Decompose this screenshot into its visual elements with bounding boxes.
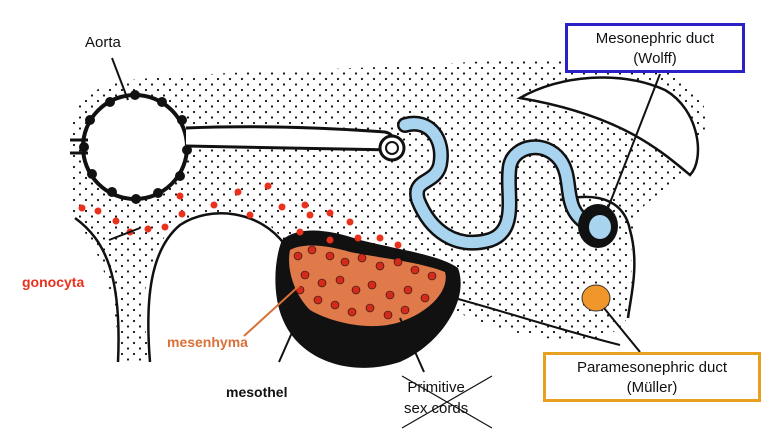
primitive-sex-cords-line2: sex cords — [404, 400, 469, 417]
aorta-label: Aorta — [85, 34, 121, 51]
mesonephric-duct-eponym: (Wolff) — [633, 50, 677, 67]
mesenhyma-label: mesenhyma — [167, 334, 248, 350]
primitive-sex-cords-label: Primitive sex cords — [404, 377, 468, 419]
paramesonephric-duct-title: Paramesonephric duct — [576, 359, 728, 376]
mesonephric-duct-title: Mesonephric duct — [595, 30, 715, 47]
paramesonephric-duct-eponym: (Müller) — [626, 379, 678, 396]
gonocyta-label: gonocyta — [22, 274, 85, 290]
mesothel-label: mesothel — [226, 384, 288, 400]
leader-lines — [108, 57, 661, 373]
primitive-sex-cords-line1: Primitive — [407, 379, 465, 396]
mesonephric-duct — [578, 204, 618, 248]
gonocyte-cells — [78, 182, 402, 249]
glomerulus — [378, 134, 406, 162]
inner-boundary-line — [147, 212, 287, 363]
strike-mark — [401, 375, 493, 429]
paramesonephric-duct-label-box: Paramesonephric duct (Müller) — [543, 352, 761, 402]
paramesonephric-duct — [581, 284, 611, 312]
lower-right-boundary — [446, 295, 621, 346]
right-boundary-line — [559, 195, 636, 319]
left-boundary-line — [74, 216, 120, 363]
gonad — [275, 230, 461, 368]
mesonephros-fold — [516, 76, 700, 177]
mesonephric-duct-label-box: Mesonephric duct (Wolff) — [565, 23, 745, 73]
mesenchyme-cords — [289, 245, 446, 327]
aorta — [70, 90, 397, 204]
mesenhyma-leader — [243, 284, 301, 337]
primitive-sex-cord-cells — [293, 245, 437, 320]
